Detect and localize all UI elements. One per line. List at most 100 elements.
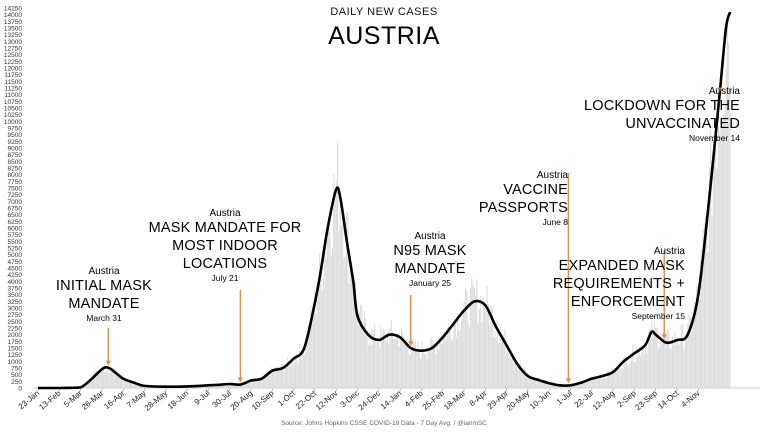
daily-bar — [541, 381, 543, 388]
y-tick-label: 14000 — [4, 12, 22, 19]
daily-bar — [121, 374, 123, 388]
daily-bar — [105, 370, 107, 388]
daily-bar — [716, 168, 718, 388]
daily-bar — [560, 385, 562, 388]
daily-bar — [601, 378, 603, 388]
daily-bar — [554, 384, 556, 388]
y-tick-label: 2250 — [8, 326, 23, 333]
annotation-country: Austria — [536, 170, 568, 181]
x-tick-label: 1-Jul — [555, 388, 574, 406]
y-tick-label: 12250 — [4, 59, 22, 66]
daily-bar — [223, 384, 225, 388]
daily-bar — [209, 385, 211, 388]
y-tick-label: 10500 — [4, 106, 22, 113]
daily-bar — [537, 377, 539, 388]
daily-bar — [284, 367, 286, 388]
daily-bar — [133, 381, 135, 388]
daily-bar — [660, 341, 662, 388]
daily-bar — [241, 383, 243, 388]
daily-bar — [276, 366, 279, 388]
daily-bar — [246, 380, 248, 388]
daily-bar — [426, 357, 428, 388]
daily-bar — [454, 322, 456, 388]
daily-bar — [238, 384, 240, 388]
daily-bar — [509, 356, 511, 388]
daily-bar — [701, 249, 703, 388]
daily-bar — [664, 337, 666, 388]
y-tick-label: 10000 — [4, 119, 22, 126]
daily-bar — [720, 121, 722, 389]
annotation-date: November 14 — [688, 133, 740, 143]
daily-bar — [527, 373, 529, 388]
y-tick-label: 1250 — [8, 352, 23, 359]
daily-bar — [610, 374, 612, 388]
daily-bar — [384, 330, 386, 388]
daily-bar — [342, 216, 344, 388]
daily-bar — [634, 361, 636, 388]
y-tick-label: 9750 — [8, 126, 23, 133]
y-tick-label: 6750 — [8, 206, 23, 213]
daily-bar — [253, 377, 256, 388]
annotation-date: June 8 — [542, 217, 568, 227]
y-tick-label: 6000 — [8, 226, 23, 233]
daily-bar — [259, 377, 261, 388]
daily-bar — [222, 384, 224, 388]
daily-bar — [403, 338, 405, 388]
y-tick-label: 500 — [11, 372, 22, 379]
daily-bar — [108, 371, 110, 388]
daily-bar — [412, 338, 414, 388]
daily-bar — [611, 368, 613, 388]
x-tick-label: 4-Nov — [679, 389, 701, 410]
daily-bar — [402, 331, 404, 388]
daily-bar — [498, 343, 500, 388]
daily-bar — [446, 327, 449, 388]
daily-bar — [455, 337, 458, 388]
daily-bar — [308, 332, 311, 388]
daily-bar — [680, 325, 682, 388]
daily-bar — [92, 374, 95, 388]
daily-bar — [358, 311, 360, 388]
x-tick-label: 20-Aug — [229, 389, 255, 412]
daily-bar — [291, 357, 293, 388]
daily-bar — [461, 320, 463, 388]
daily-bar — [691, 330, 693, 388]
daily-bar — [299, 351, 302, 388]
daily-bar — [586, 380, 588, 388]
annotation-date: January 25 — [408, 278, 452, 288]
daily-bar — [430, 337, 432, 388]
daily-bar — [468, 326, 470, 388]
daily-bar — [573, 385, 575, 388]
daily-bar — [728, 43, 730, 388]
y-tick-label: 250 — [11, 379, 22, 386]
daily-bar — [729, 86, 731, 389]
daily-bar — [265, 374, 267, 388]
daily-bar — [345, 212, 348, 388]
daily-bar — [367, 344, 369, 388]
daily-bar — [623, 357, 625, 388]
daily-bar — [435, 354, 437, 388]
daily-bar — [374, 323, 376, 388]
annotation-country: Austria — [88, 266, 120, 277]
daily-bar — [551, 382, 553, 388]
daily-bar — [462, 313, 464, 388]
daily-bar — [503, 337, 505, 388]
daily-bar — [703, 223, 705, 388]
x-tick-label: 14-Jan — [379, 389, 404, 412]
daily-bar — [615, 367, 617, 388]
daily-bar — [87, 380, 89, 388]
annotation-label-line: UNVACCINATED — [625, 116, 740, 132]
daily-bar — [236, 384, 238, 388]
daily-bar — [420, 357, 422, 388]
daily-bar — [441, 343, 443, 388]
daily-bar — [404, 340, 406, 388]
daily-bar — [647, 337, 649, 388]
daily-bar — [340, 225, 342, 388]
daily-bar — [724, 99, 726, 389]
daily-bar — [693, 301, 695, 388]
daily-bar — [353, 297, 355, 388]
daily-bar — [101, 366, 103, 388]
annotation-label-line: LOCATIONS — [182, 256, 268, 272]
daily-bar — [326, 237, 328, 388]
daily-bar — [310, 306, 312, 388]
